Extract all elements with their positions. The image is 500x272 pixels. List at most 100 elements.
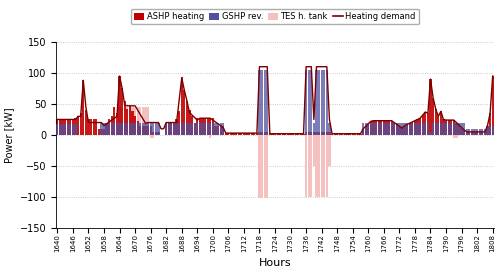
Bar <box>318 132 320 135</box>
Bar <box>398 123 400 135</box>
Bar <box>398 126 400 135</box>
Bar <box>284 134 286 135</box>
Bar <box>121 123 123 135</box>
Bar <box>124 123 126 135</box>
Bar <box>310 70 312 135</box>
Bar <box>256 133 258 135</box>
Bar <box>66 119 69 135</box>
Bar <box>126 109 128 135</box>
Bar <box>258 70 260 135</box>
Bar <box>424 112 426 135</box>
Bar <box>258 135 260 198</box>
Bar <box>412 122 414 135</box>
Bar <box>176 123 178 135</box>
Bar <box>186 123 188 135</box>
Bar <box>316 70 318 135</box>
Bar <box>188 110 190 135</box>
Bar <box>344 134 346 135</box>
Bar <box>264 135 266 198</box>
Bar <box>168 123 170 135</box>
Bar <box>489 126 491 135</box>
Bar <box>372 121 374 135</box>
Bar <box>378 123 380 135</box>
Bar <box>326 70 328 135</box>
Bar <box>180 77 183 135</box>
Bar <box>134 123 136 135</box>
Heating demand <box>226 131 232 135</box>
Bar <box>100 123 102 135</box>
Bar <box>136 123 139 135</box>
Bar <box>474 132 476 135</box>
Bar <box>204 118 206 135</box>
X-axis label: Hours: Hours <box>258 258 292 268</box>
Bar <box>414 121 416 135</box>
Bar <box>287 134 289 135</box>
Bar <box>422 115 424 135</box>
Bar <box>408 123 411 135</box>
Bar <box>481 132 484 135</box>
Y-axis label: Power [kW]: Power [kW] <box>4 107 14 163</box>
Bar <box>206 118 209 135</box>
Bar <box>272 134 274 135</box>
Bar <box>370 123 372 135</box>
Bar <box>305 70 307 135</box>
Bar <box>150 126 152 135</box>
Bar <box>308 132 310 135</box>
Bar <box>463 130 466 135</box>
Bar <box>154 132 157 135</box>
Bar <box>380 123 382 135</box>
Bar <box>349 134 352 135</box>
Bar <box>386 123 388 135</box>
Bar <box>308 135 310 197</box>
Bar <box>220 123 222 135</box>
Bar <box>268 134 271 135</box>
Bar <box>188 123 190 135</box>
Bar <box>264 70 266 135</box>
Bar <box>456 123 458 135</box>
Bar <box>56 124 58 135</box>
Bar <box>432 123 434 135</box>
Bar <box>362 123 364 135</box>
Bar <box>440 123 442 135</box>
Bar <box>328 123 330 135</box>
Bar <box>142 126 144 135</box>
Bar <box>110 116 113 135</box>
Bar <box>282 134 284 135</box>
Bar <box>74 118 76 135</box>
Bar <box>354 134 356 135</box>
Bar <box>124 101 126 135</box>
Bar <box>375 121 377 135</box>
Bar <box>62 124 64 135</box>
Bar <box>486 126 488 135</box>
Bar <box>246 133 248 135</box>
Bar <box>235 133 238 135</box>
Bar <box>144 126 146 135</box>
Bar <box>170 123 172 135</box>
Bar <box>180 123 183 135</box>
Bar <box>217 126 219 135</box>
Bar <box>261 132 263 135</box>
Bar <box>386 121 388 135</box>
Bar <box>440 111 442 135</box>
Bar <box>56 119 58 135</box>
Bar <box>486 126 488 135</box>
Bar <box>484 132 486 135</box>
Bar <box>121 107 123 135</box>
Bar <box>297 134 300 135</box>
Bar <box>450 123 452 135</box>
Bar <box>471 129 473 135</box>
Bar <box>279 134 281 135</box>
Bar <box>110 123 113 135</box>
Bar <box>326 132 328 135</box>
Bar <box>456 123 458 135</box>
Bar <box>168 123 170 135</box>
Bar <box>134 107 136 135</box>
Bar <box>320 70 323 135</box>
Bar <box>69 119 71 135</box>
Bar <box>445 123 447 135</box>
Bar <box>383 123 385 135</box>
Bar <box>144 107 146 135</box>
Bar <box>134 116 136 135</box>
Bar <box>178 123 180 135</box>
Bar <box>460 123 462 135</box>
